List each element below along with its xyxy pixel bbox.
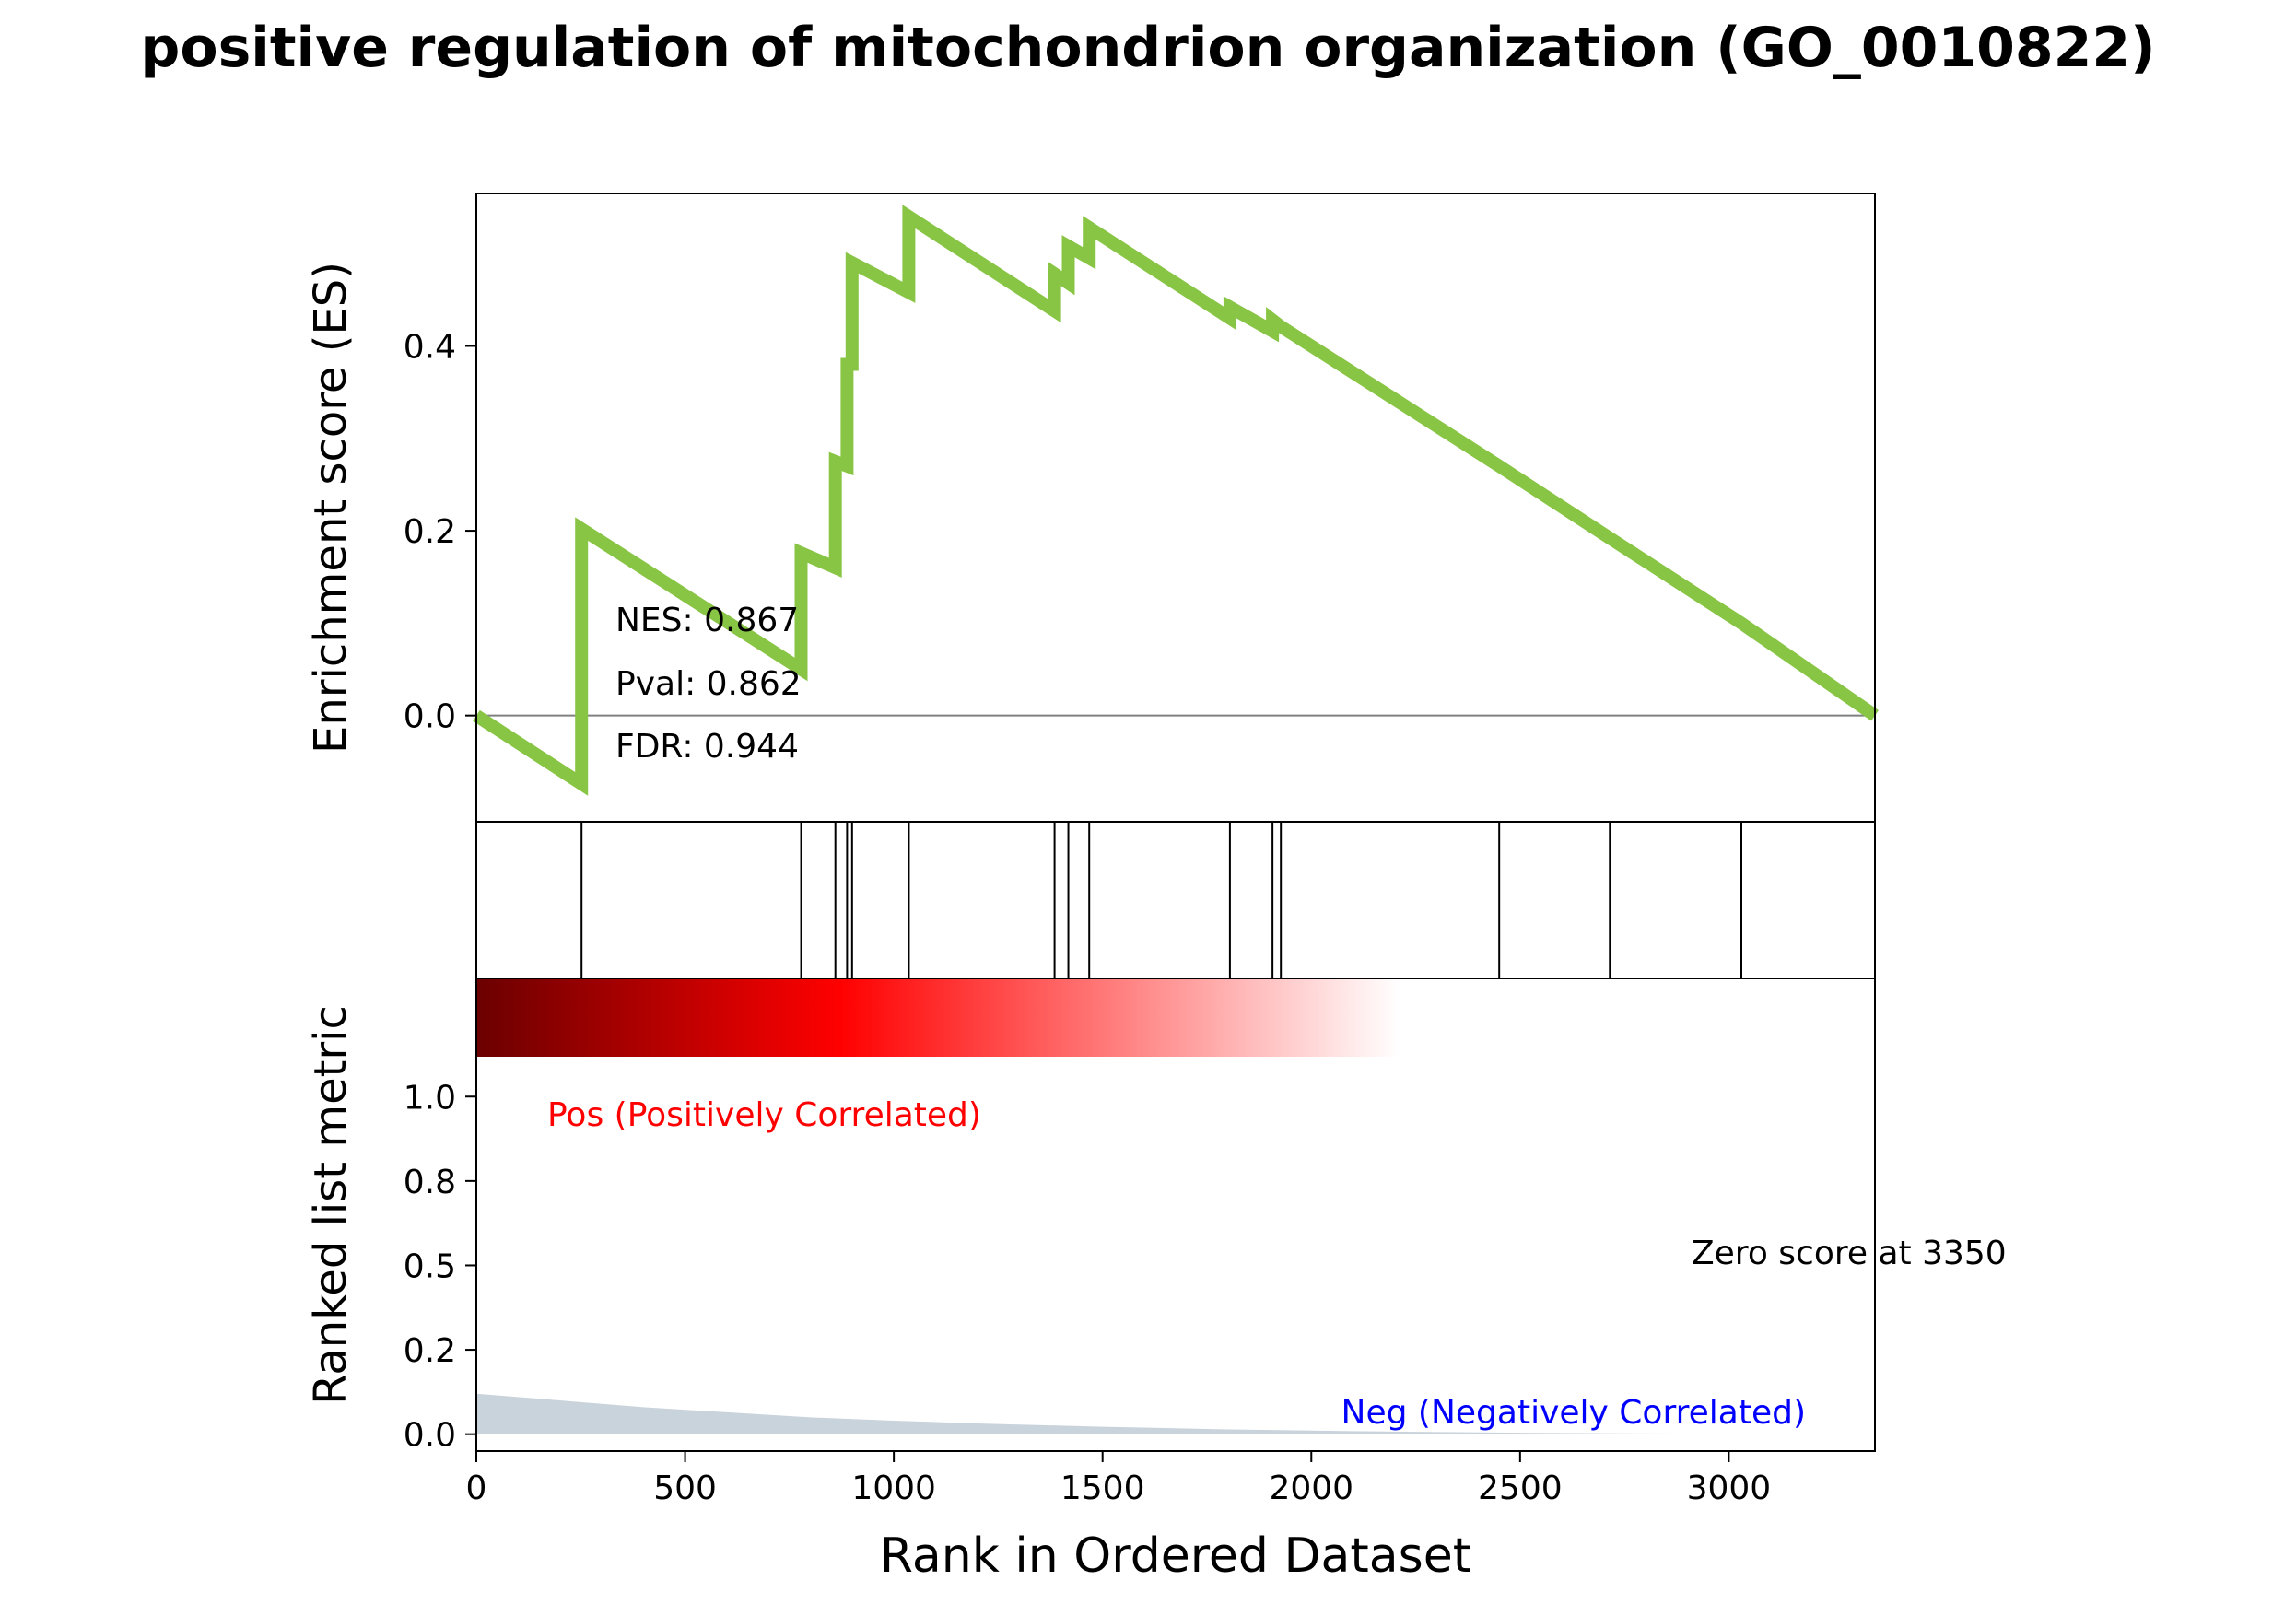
metric-y-ticks: 0.0 0.2 0.5 0.8 1.0 xyxy=(404,1079,476,1455)
metric-y-tick-label: 0.0 xyxy=(404,1417,456,1455)
metric-y-label: Ranked list metric xyxy=(305,1005,357,1405)
hits-panel-frame xyxy=(475,821,1876,979)
es-y-tick-label: 0.0 xyxy=(404,698,456,736)
enrichment-panel: 0.0 0.2 0.4 Enrichment score (ES) NES: 0.8… xyxy=(305,193,1879,823)
x-tick-label: 1500 xyxy=(1060,1469,1145,1507)
metric-panel-frame xyxy=(475,978,1876,1452)
es-curve xyxy=(473,205,1879,796)
neg-label: Neg (Negatively Correlated) xyxy=(1341,1394,1806,1432)
x-axis-label: Rank in Ordered Dataset xyxy=(880,1528,1471,1584)
stat-fdr: FDR: 0.944 xyxy=(615,728,799,766)
metric-x-ticks: 0 500 1000 1500 2000 2500 3000 xyxy=(466,1451,1772,1507)
figure-title: positive regulation of mitochondrion org… xyxy=(140,16,2155,80)
stat-pval: Pval: 0.862 xyxy=(615,665,802,703)
es-y-tick-label: 0.4 xyxy=(404,328,456,366)
es-y-label: Enrichment score (ES) xyxy=(305,262,357,754)
metric-y-tick-label: 0.5 xyxy=(404,1247,456,1285)
metric-area xyxy=(476,1393,1875,1434)
x-tick-label: 3000 xyxy=(1687,1469,1772,1507)
ranked-metric-panel: 0.0 0.2 0.5 0.8 1.0 0 500 1000 1500 2000 2500 3000… xyxy=(305,978,2007,1584)
x-tick-label: 1000 xyxy=(851,1469,936,1507)
x-tick-label: 2000 xyxy=(1269,1469,1353,1507)
pos-label: Pos (Positively Correlated) xyxy=(547,1096,981,1134)
es-y-tick-label: 0.2 xyxy=(404,513,456,551)
x-tick-label: 0 xyxy=(466,1469,487,1507)
x-tick-label: 500 xyxy=(653,1469,717,1507)
metric-y-tick-label: 0.2 xyxy=(404,1332,456,1370)
metric-y-tick-label: 1.0 xyxy=(404,1079,456,1117)
hit-lines xyxy=(580,822,1742,978)
stat-nes: NES: 0.867 xyxy=(615,602,799,639)
x-tick-label: 2500 xyxy=(1478,1469,1563,1507)
metric-y-tick-label: 0.8 xyxy=(404,1164,456,1201)
zero-score-label: Zero score at 3350 xyxy=(1692,1235,2007,1272)
hits-panel xyxy=(475,821,1876,979)
heatmap-bar xyxy=(476,978,1875,1057)
es-y-ticks: 0.0 0.2 0.4 xyxy=(404,328,476,736)
